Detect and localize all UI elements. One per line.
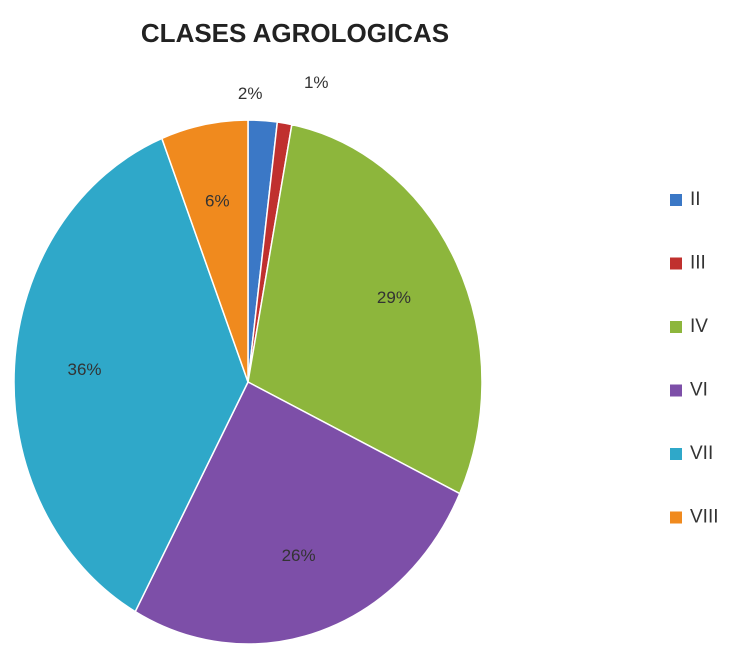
legend-swatch [670,194,682,206]
data-label: 1% [304,73,329,92]
pie-slice [160,119,249,383]
data-label: 29% [377,288,411,307]
legend-swatch [670,321,682,333]
chart-title: CLASES AGROLOGICAS [141,18,449,48]
data-label: 6% [205,191,230,210]
data-label: 2% [238,84,263,103]
legend-label: III [690,253,706,274]
legend-swatch [670,384,682,397]
data-label: 26% [282,546,316,565]
legend-label: VIII [690,507,719,528]
legend-label: II [690,189,701,210]
data-label: 36% [68,360,102,379]
legend-swatch [670,448,682,460]
legend-label: VI [690,380,708,401]
legend-label: IV [690,316,708,337]
pie-slice [13,137,249,613]
legend-swatch [670,511,682,524]
legend-label: VII [690,443,713,464]
legend-swatch [670,257,682,270]
pie-slice [247,123,483,495]
